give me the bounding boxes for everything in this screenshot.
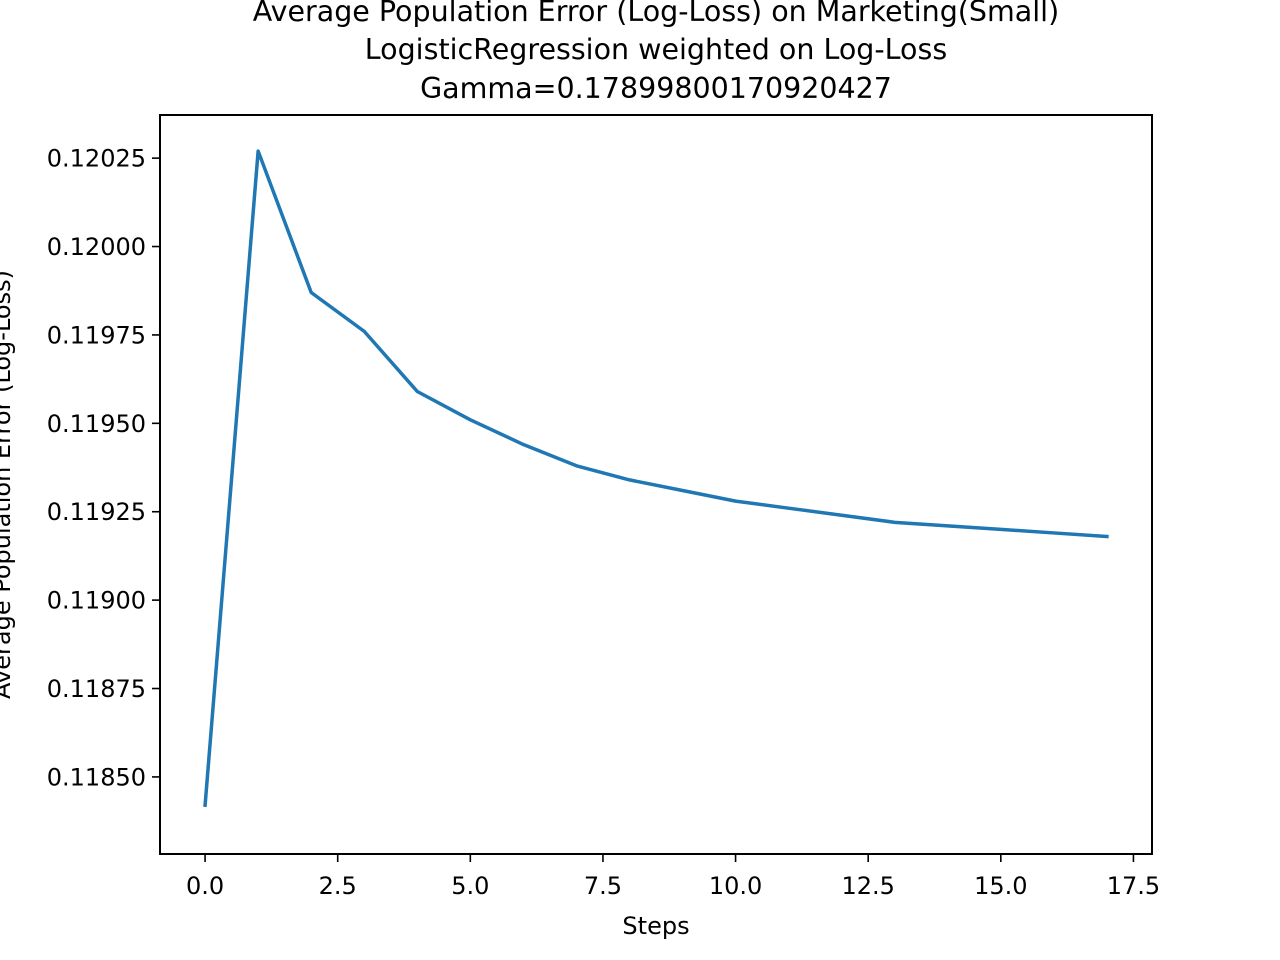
- y-tick-label: 0.11925: [47, 498, 146, 526]
- chart-title-line-3: Gamma=0.17899800170920427: [420, 72, 892, 105]
- chart-title-line-2: LogisticRegression weighted on Log-Loss: [365, 33, 947, 66]
- y-tick-label: 0.11875: [47, 675, 146, 703]
- y-tick-label: 0.11950: [47, 410, 146, 438]
- y-axis-ticks: 0.11850 0.11875 0.11900 0.11925 0.11950 0.119…: [47, 145, 160, 791]
- x-tick-label: 7.5: [584, 872, 622, 900]
- chart-title: Average Population Error (Log-Loss) on M…: [253, 0, 1059, 105]
- x-tick-label: 10.0: [709, 872, 762, 900]
- x-tick-label: 15.0: [974, 872, 1027, 900]
- series-layer: [203, 149, 1109, 808]
- x-tick-label: 17.5: [1107, 872, 1160, 900]
- plot-frame: [159, 114, 1153, 855]
- x-tick-label: 5.0: [451, 872, 489, 900]
- x-tick-label: 12.5: [841, 872, 894, 900]
- y-tick-label: 0.12025: [47, 145, 146, 173]
- chart-title-line-1: Average Population Error (Log-Loss) on M…: [253, 0, 1059, 28]
- x-tick-label: 0.0: [186, 872, 224, 900]
- y-axis-label: Average Population Error (Log-Loss): [0, 270, 16, 699]
- y-tick-label: 0.11850: [47, 763, 146, 791]
- y-tick-label: 0.12000: [47, 233, 146, 261]
- y-tick-label: 0.11900: [47, 587, 146, 615]
- x-tick-label: 2.5: [319, 872, 357, 900]
- series-line: [203, 149, 1109, 808]
- y-tick-label: 0.11975: [47, 321, 146, 349]
- x-axis-label: Steps: [622, 912, 689, 940]
- x-axis-ticks: 0.0 2.5 5.0 7.5 10.0 12.5 15.0 17.5: [186, 854, 1160, 900]
